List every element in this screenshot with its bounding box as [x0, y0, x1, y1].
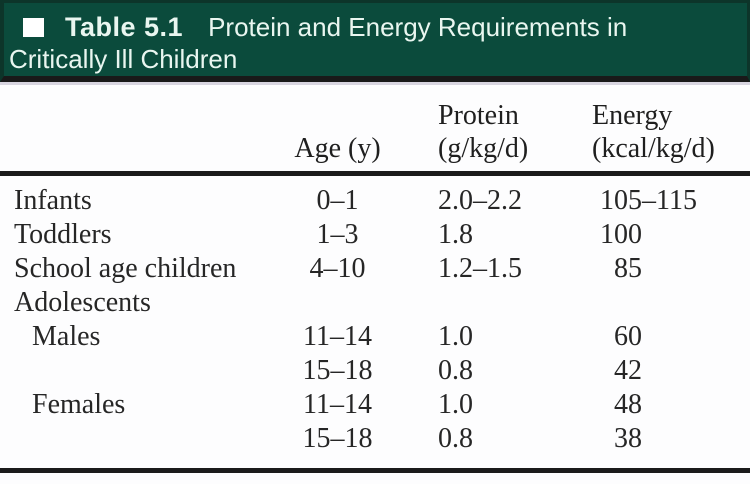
header-row: Age (y) Protein (g/kg/d) Energy (kcal/kg… — [0, 85, 750, 176]
cell-age — [285, 286, 390, 320]
col-header-energy-line2: (kcal/kg/d) — [592, 133, 715, 164]
cell-protein: 1.8 — [438, 219, 473, 250]
cell-protein: 1.2–1.5 — [438, 253, 522, 284]
cell-energy: 60 — [585, 320, 750, 354]
cell-category: Toddlers — [14, 219, 112, 250]
table-caption-bar: Table 5.1 Protein and Energy Requirement… — [0, 0, 750, 82]
energy-range: –115 — [642, 185, 697, 216]
cell-category: Infants — [14, 185, 92, 216]
cell-category: Males — [32, 321, 101, 352]
table-title-line1: Protein and Energy Requirements in — [208, 12, 628, 42]
cell-protein: 2.0–2.2 — [438, 185, 522, 216]
energy-value: 105 — [600, 185, 642, 216]
cell-protein: 1.0 — [438, 389, 473, 420]
col-header-protein-line2: (g/kg/d) — [438, 133, 529, 164]
table-row: Toddlers 1–3 1.8 100 — [0, 218, 750, 252]
energy-value: 48 — [614, 389, 642, 420]
table-row: School age children 4–10 1.2–1.5 85 — [0, 252, 750, 286]
cell-category — [0, 354, 285, 388]
table-row: 15–18 0.8 42 — [0, 354, 750, 388]
requirements-table: Age (y) Protein (g/kg/d) Energy (kcal/kg… — [0, 85, 750, 473]
cell-protein: 0.8 — [438, 355, 473, 386]
table-row: 15–18 0.8 38 — [0, 422, 750, 471]
table-row: Males 11–14 1.0 60 — [0, 320, 750, 354]
square-bullet-icon — [23, 17, 44, 37]
cell-protein: 0.8 — [438, 423, 473, 454]
cell-protein: 1.0 — [438, 321, 473, 352]
cell-category — [0, 422, 285, 471]
col-header-energy-line1: Energy — [592, 100, 673, 131]
table-title-line2: Critically Ill Children — [9, 44, 238, 74]
cell-age: 15–18 — [302, 355, 373, 386]
cell-category: School age children — [14, 253, 237, 284]
cell-age: 15–18 — [302, 423, 373, 454]
cell-protein — [390, 286, 585, 320]
cell-energy: 48 — [585, 388, 750, 422]
cell-age: 4–10 — [309, 253, 366, 284]
energy-value: 60 — [614, 321, 642, 352]
col-header-protein: Protein (g/kg/d) — [390, 85, 585, 176]
cell-age: 0–1 — [316, 185, 359, 216]
caption-line1: Table 5.1 Protein and Energy Requirement… — [4, 3, 747, 42]
col-header-energy: Energy (kcal/kg/d) — [585, 85, 750, 176]
table-row: Females 11–14 1.0 48 — [0, 388, 750, 422]
cell-energy: 38 — [585, 422, 750, 471]
energy-value: 42 — [614, 355, 642, 386]
cell-energy — [585, 286, 750, 320]
energy-value: 38 — [614, 423, 642, 454]
cell-age: 1–3 — [316, 219, 359, 250]
cell-energy: 105–115 — [585, 174, 750, 219]
col-header-protein-line1: Protein — [438, 100, 519, 131]
table-number: Table 5.1 — [65, 12, 184, 42]
cell-age: 11–14 — [303, 321, 372, 352]
table-row: Infants 0–1 2.0–2.2 105–115 — [0, 174, 750, 219]
col-header-age: Age (y) — [285, 85, 390, 176]
cell-category: Females — [32, 389, 126, 420]
caption-shadow-strip — [0, 82, 750, 85]
cell-category: Adolescents — [14, 287, 151, 318]
col-header-age-label: Age (y) — [294, 133, 381, 164]
cell-energy: 85 — [585, 252, 750, 286]
table-row-section: Adolescents — [0, 286, 750, 320]
col-header-category — [0, 85, 285, 176]
energy-value: 100 — [600, 219, 642, 250]
cell-energy: 100 — [585, 218, 750, 252]
energy-value: 85 — [614, 253, 642, 284]
cell-age: 11–14 — [303, 389, 372, 420]
cell-energy: 42 — [585, 354, 750, 388]
